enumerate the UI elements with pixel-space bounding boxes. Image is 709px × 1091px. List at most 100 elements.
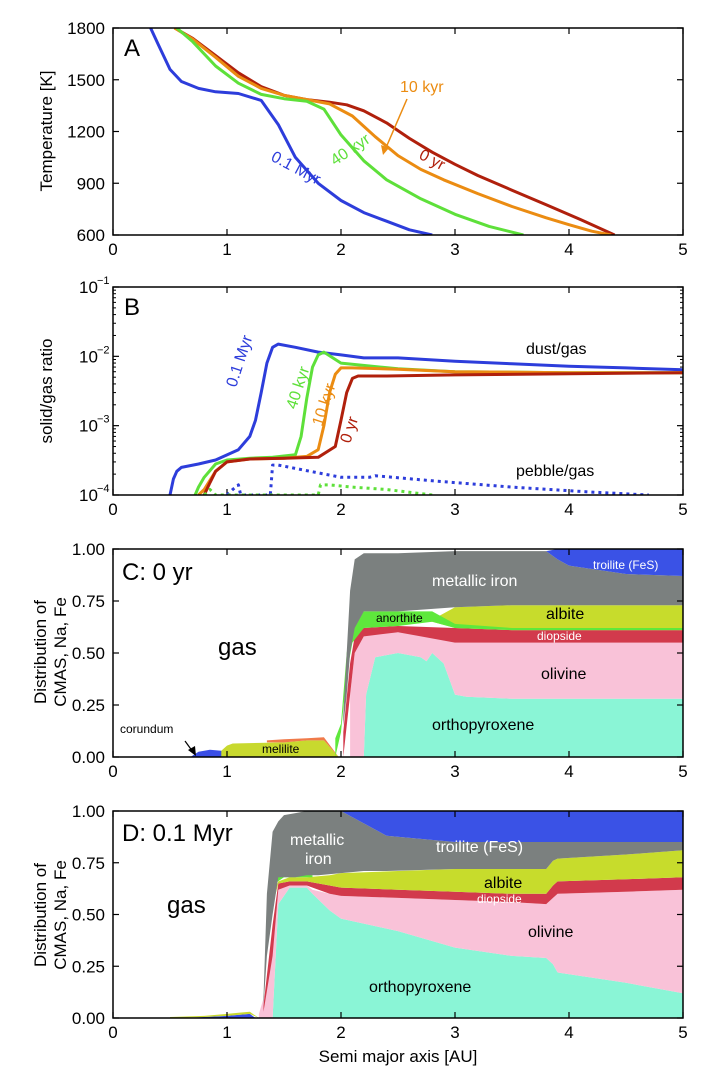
series-line-40-kyr	[175, 28, 524, 235]
y-tick-label: 1.00	[72, 540, 105, 559]
panel-b-solid-gas: 0 1 2 3 4 510−410−310−210−1 B solid/gas ratio…	[37, 275, 688, 519]
y-tick-label: 0.25	[72, 696, 105, 715]
annot-b-10kyr: 10 kyr	[310, 381, 340, 428]
series-line-0-1-myr-dust-gas	[168, 342, 683, 495]
area-diopside	[343, 626, 683, 757]
series-line-10-kyr	[173, 28, 612, 235]
label-c-diopside: diopside	[537, 629, 582, 643]
x-tick-label: 0	[108, 240, 117, 259]
area-melilite-orange	[266, 737, 339, 757]
y-tick-label: 0.25	[72, 957, 105, 976]
label-c-metallic-iron: metallic iron	[432, 573, 517, 590]
panel-c-label: C: 0 yr	[122, 559, 193, 586]
label-c-melilite: melilite	[262, 742, 300, 756]
series-line-0-1-myr-pebble-gas	[225, 463, 649, 495]
area-olivine	[258, 885, 683, 1018]
y-tick-label: 10	[79, 347, 98, 366]
x-tick-label: 3	[450, 240, 459, 259]
label-d-olivine: olivine	[528, 924, 573, 941]
label-d-gas: gas	[167, 892, 206, 919]
label-d-diopside: diopside	[477, 892, 522, 906]
x-tick-label: 0	[108, 500, 117, 519]
label-d-troilite: troilite (FeS)	[436, 839, 523, 856]
area-inner-low	[181, 1013, 256, 1018]
y-tick-label: 10	[79, 417, 98, 436]
panel-a-label: A	[124, 35, 140, 62]
annot-pebble-gas: pebble/gas	[516, 463, 594, 480]
panel-c-ylabel-1: Distribution of	[31, 600, 50, 704]
label-c-troilite: troilite (FeS)	[593, 558, 658, 572]
panel-b-label: B	[124, 294, 140, 321]
area-albite	[398, 605, 683, 631]
panel-d-distribution-01myr: 0 1 2 3 4 5 0.00 0.25 0.50 0.75 1.00 D: 0.1 Myr Di…	[31, 802, 688, 1042]
label-d-albite: albite	[484, 875, 522, 892]
y-tick-label: 1200	[67, 123, 105, 142]
area-metallic-iron	[263, 811, 683, 1006]
annot-10kyr-arrowhead	[381, 145, 389, 155]
y-tick-label: 1500	[67, 71, 105, 90]
y-tick-exponent: −2	[97, 344, 110, 356]
annot-01myr: 0.1 Myr	[268, 149, 324, 189]
label-c-albite: albite	[546, 606, 584, 623]
panel-d-label: D: 0.1 Myr	[122, 820, 233, 847]
label-c-olivine: olivine	[541, 666, 586, 683]
panel-c-areas	[190, 549, 683, 757]
y-tick-label: 10	[79, 278, 98, 297]
x-tick-label: 0	[108, 762, 117, 781]
panel-b-lines	[168, 342, 683, 495]
y-tick-label: 600	[77, 226, 105, 245]
area-albite	[270, 850, 683, 915]
panel-b-ylabel: solid/gas ratio	[37, 339, 56, 444]
area-orthopyroxene	[272, 887, 683, 1018]
x-tick-label: 3	[450, 500, 459, 519]
x-tick-label: 5	[678, 500, 687, 519]
panel-b-frame	[112, 286, 684, 496]
annot-b-01myr: 0.1 Myr	[224, 333, 257, 390]
panel-d-ylabel-1: Distribution of	[31, 863, 50, 967]
area-orthopyroxene	[363, 653, 683, 757]
area-anorthite	[270, 873, 313, 905]
x-tick-label: 4	[564, 240, 573, 259]
series-line-40-kyr-pebble-gas	[203, 483, 433, 495]
x-tick-label: 2	[336, 240, 345, 259]
y-tick-label: 1800	[67, 19, 105, 38]
series-line-0-yr	[173, 28, 616, 235]
panel-d-ylabel-2: CMAS, Na, Fe	[51, 860, 70, 970]
y-tick-exponent: −4	[97, 483, 110, 495]
annot-dust-gas: dust/gas	[526, 341, 586, 358]
corundum-arrowhead	[188, 746, 196, 756]
x-tick-label: 5	[678, 240, 687, 259]
annot-10kyr: 10 kyr	[400, 79, 444, 96]
panel-a-frame	[112, 27, 684, 236]
x-tick-label: 1	[222, 1023, 231, 1042]
label-d-metallic: metallic	[290, 832, 344, 849]
area-diopside	[263, 877, 683, 1012]
x-tick-label: 4	[564, 1023, 573, 1042]
label-c-orthopyroxene: orthopyroxene	[432, 717, 534, 734]
y-tick-label: 0.00	[72, 1009, 105, 1028]
y-tick-label: 0.75	[72, 854, 105, 873]
y-tick-label: 0.75	[72, 592, 105, 611]
x-tick-label: 5	[678, 762, 687, 781]
area-corundum	[190, 749, 230, 757]
panel-a-ylabel: Temperature [K]	[37, 71, 56, 192]
label-c-corundum: corundum	[120, 722, 173, 736]
x-tick-label: 1	[222, 762, 231, 781]
y-tick-label: 900	[77, 174, 105, 193]
x-tick-label: 4	[564, 762, 573, 781]
series-line-0-yr-dust-gas	[202, 371, 683, 495]
series-line-0-1-myr	[149, 28, 433, 235]
panel-b-ticks: 0 1 2 3 4 510−410−310−210−1	[79, 275, 688, 519]
annot-10kyr-arrow	[384, 98, 408, 151]
x-tick-label: 2	[336, 762, 345, 781]
x-tick-label: 1	[222, 240, 231, 259]
y-tick-label: 0.00	[72, 748, 105, 767]
panel-c-frame	[112, 548, 684, 758]
area-melilite	[170, 1011, 259, 1018]
x-tick-label: 3	[450, 762, 459, 781]
area-melilite	[221, 740, 339, 757]
x-tick-label: 1	[222, 500, 231, 519]
y-tick-label: 0.50	[72, 644, 105, 663]
area-troilite-fes-	[546, 549, 683, 576]
